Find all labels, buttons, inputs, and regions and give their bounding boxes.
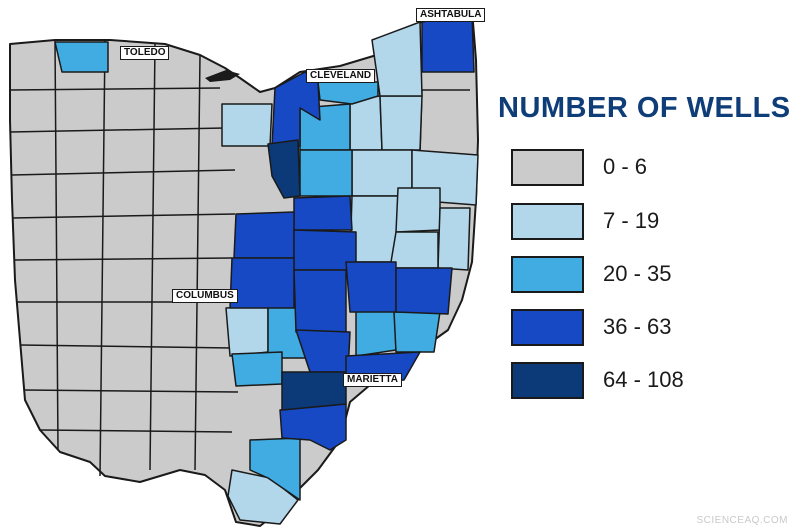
legend-item-7-19: 7 - 19	[511, 203, 781, 241]
city-label-columbus: COLUMBUS	[172, 289, 238, 303]
legend-label: 7 - 19	[603, 208, 660, 233]
legend-title: NUMBER OF WELLS	[498, 92, 791, 124]
legend-swatch	[511, 309, 584, 346]
legend-label: 64 - 108	[603, 367, 684, 392]
city-label-toledo: TOLEDO	[120, 46, 170, 60]
lake-erie-islands	[205, 70, 240, 82]
legend-swatch	[511, 256, 584, 293]
legend-item-36-63: 36 - 63	[511, 309, 781, 347]
city-label-cleveland: CLEVELAND	[306, 69, 376, 83]
city-label-ashtabula: ASHTABULA	[416, 8, 486, 22]
legend-item-20-35: 20 - 35	[511, 256, 781, 294]
legend-swatch	[511, 203, 584, 240]
legend-item-0-6: 0 - 6	[511, 149, 781, 187]
legend-label: 36 - 63	[603, 314, 672, 339]
legend-item-64-108: 64 - 108	[511, 362, 781, 400]
legend-label: 20 - 35	[603, 261, 672, 286]
city-label-marietta: MARIETTA	[343, 373, 402, 387]
legend-swatch	[511, 362, 584, 399]
county-borders-gray	[9, 39, 470, 477]
counties-colored	[54, 13, 479, 525]
watermark: SCIENCEAQ.COM	[696, 515, 788, 526]
legend-label: 0 - 6	[603, 154, 648, 179]
legend-swatch	[511, 149, 584, 186]
